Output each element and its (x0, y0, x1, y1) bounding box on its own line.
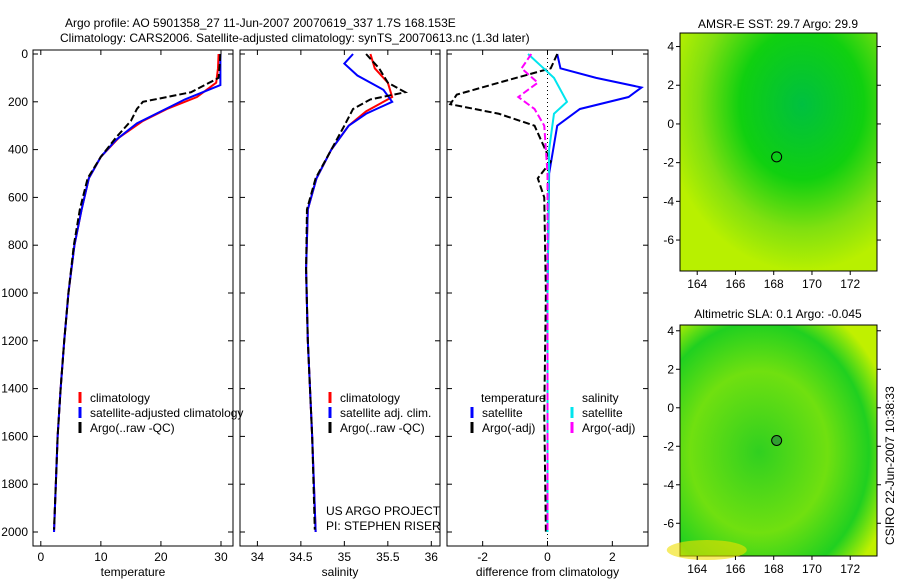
x-tick-label: 34.5 (289, 550, 313, 564)
x-axis-label: difference from climatology (476, 565, 619, 579)
panel-0-frame (32, 49, 234, 547)
series-argo-raw-qc- (305, 53, 409, 530)
y-tick-label: 400 (8, 143, 28, 157)
argo-location-marker (771, 151, 783, 163)
map-warm-patch (666, 540, 747, 560)
x-tick-label: 20 (154, 550, 168, 564)
series-salinity-argo-adj- (516, 53, 549, 532)
x-tick-label: 35 (338, 550, 352, 564)
series-satellite-adjusted-climatology (53, 54, 222, 533)
map2-title: Altimetric SLA: 0.1 Argo: -0.045 (694, 307, 862, 321)
series-satellite-adj-clim- (305, 53, 394, 533)
series-argo-raw-qc- (53, 53, 222, 530)
y-tick-label: 200 (8, 95, 28, 109)
x-tick-label: 166 (725, 562, 745, 576)
x-tick-label: 0 (37, 550, 44, 564)
x-tick-label: 36 (425, 550, 439, 564)
legend-label: climatology (90, 391, 150, 405)
title-line-2: Climatology: CARS2006. Satellite-adjuste… (60, 31, 530, 45)
y-tick-label: 0 (21, 47, 28, 61)
legend-temp-header: temperature (481, 391, 546, 405)
x-tick-label: 166 (725, 277, 745, 291)
csiro-stamp: CSIRO 22-Jun-2007 10:38:33 (883, 386, 897, 545)
x-axis-label: salinity (322, 565, 359, 579)
annotation-line-1: US ARGO PROJECT (326, 504, 441, 518)
y-tick-label: 1600 (1, 429, 28, 443)
y-tick-label: 2 (667, 362, 674, 376)
y-tick-label: -6 (663, 516, 674, 530)
legend-label: Argo(..raw -QC) (90, 421, 175, 435)
legend-label: satellite adj. clim. (340, 406, 431, 420)
y-tick-label: 4 (667, 324, 674, 338)
y-tick-label: 1200 (1, 334, 28, 348)
y-tick-label: 0 (667, 117, 674, 131)
series-temperature-argo-adj- (448, 53, 559, 533)
y-tick-label: -4 (663, 194, 674, 208)
y-tick-label: 1400 (1, 382, 28, 396)
y-tick-label: -6 (663, 233, 674, 247)
legend-label: Argo(..raw -QC) (340, 421, 425, 435)
x-tick-label: 170 (802, 277, 822, 291)
title-line-1: Argo profile: AO 5901358_27 11-Jun-2007 … (65, 16, 456, 30)
y-tick-label: 2000 (1, 525, 28, 539)
legend-label: Argo(-adj) (482, 421, 535, 435)
y-tick-label: -2 (663, 439, 674, 453)
annotation-line-2: PI: STEPHEN RISER (326, 519, 441, 533)
legend-label: climatology (340, 391, 400, 405)
legend-label: Argo(-adj) (582, 421, 635, 435)
y-tick-label: 1800 (1, 477, 28, 491)
x-tick-label: 172 (840, 277, 860, 291)
y-tick-label: 1000 (1, 286, 28, 300)
argo-location-marker (771, 435, 783, 446)
x-tick-label: 30 (214, 550, 228, 564)
x-tick-label: 35.5 (376, 550, 400, 564)
x-tick-label: 168 (764, 562, 784, 576)
panel-1-frame (239, 49, 441, 547)
legend-label: satellite (582, 406, 623, 420)
x-tick-label: 168 (764, 277, 784, 291)
y-tick-label: 0 (667, 401, 674, 415)
x-axis-label: temperature (101, 565, 166, 579)
legend-sal-header: salinity (582, 391, 619, 405)
y-tick-label: 2 (667, 78, 674, 92)
series-climatology (53, 53, 220, 533)
y-tick-label: 600 (8, 190, 28, 204)
legend-label: satellite-adjusted climatology (90, 406, 243, 420)
map1-title: AMSR-E SST: 29.7 Argo: 29.9 (698, 17, 858, 31)
legend-label: satellite (482, 406, 523, 420)
y-tick-label: -2 (663, 156, 674, 170)
x-tick-label: 10 (94, 550, 108, 564)
y-tick-label: -4 (663, 478, 674, 492)
y-tick-label: 4 (667, 40, 674, 54)
x-tick-label: 2 (609, 550, 616, 564)
series-temperature-satellite (546, 53, 644, 532)
x-tick-label: 34 (251, 550, 265, 564)
x-tick-label: 172 (840, 562, 860, 576)
y-tick-label: 800 (8, 238, 28, 252)
x-tick-label: 0 (544, 550, 551, 564)
x-tick-label: 164 (687, 562, 707, 576)
x-tick-label: -2 (477, 550, 488, 564)
x-tick-label: 164 (687, 277, 707, 291)
x-tick-label: 170 (802, 562, 822, 576)
